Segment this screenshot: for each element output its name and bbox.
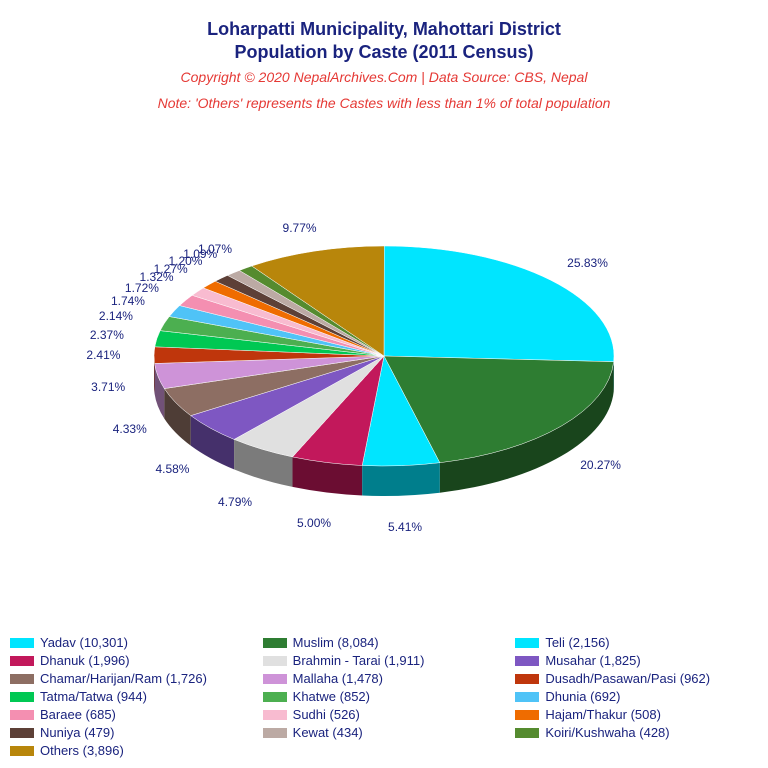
title-line-2: Population by Caste (2011 Census) xyxy=(0,41,768,64)
legend-item: Dusadh/Pasawan/Pasi (962) xyxy=(515,671,758,686)
legend-label: Mallaha (1,478) xyxy=(293,671,383,686)
legend-item: Chamar/Harijan/Ram (1,726) xyxy=(10,671,253,686)
pie-pct-label: 4.58% xyxy=(155,462,189,476)
legend-label: Chamar/Harijan/Ram (1,726) xyxy=(40,671,207,686)
legend-swatch xyxy=(263,656,287,666)
legend-label: Baraee (685) xyxy=(40,707,116,722)
title-block: Loharpatti Municipality, Mahottari Distr… xyxy=(0,0,768,111)
legend-swatch xyxy=(10,728,34,738)
legend-swatch xyxy=(10,638,34,648)
legend-label: Brahmin - Tarai (1,911) xyxy=(293,653,425,668)
title-line-1: Loharpatti Municipality, Mahottari Distr… xyxy=(0,18,768,41)
pie-slice-side xyxy=(362,462,440,495)
pie-pct-label: 5.00% xyxy=(297,516,331,530)
pie-pct-label: 1.07% xyxy=(198,242,232,256)
legend-label: Others (3,896) xyxy=(40,743,124,758)
legend-label: Teli (2,156) xyxy=(545,635,609,650)
legend-label: Sudhi (526) xyxy=(293,707,360,722)
legend-item: Dhanuk (1,996) xyxy=(10,653,253,668)
legend-item: Mallaha (1,478) xyxy=(263,671,506,686)
legend-swatch xyxy=(515,638,539,648)
legend-swatch xyxy=(10,674,34,684)
legend-item: Teli (2,156) xyxy=(515,635,758,650)
legend-swatch xyxy=(263,692,287,702)
pie-pct-label: 4.33% xyxy=(113,422,147,436)
legend-item: Yadav (10,301) xyxy=(10,635,253,650)
pie-pct-label: 4.79% xyxy=(218,495,252,509)
note-line: Note: 'Others' represents the Castes wit… xyxy=(0,95,768,111)
legend-swatch xyxy=(263,638,287,648)
pie-pct-label: 9.77% xyxy=(283,221,317,235)
legend-swatch xyxy=(515,656,539,666)
pie-pct-label: 2.41% xyxy=(86,348,120,362)
legend-item: Others (3,896) xyxy=(10,743,253,758)
legend-swatch xyxy=(515,674,539,684)
pie-pct-label: 2.37% xyxy=(90,328,124,342)
pie-pct-label: 25.83% xyxy=(567,256,608,270)
legend-swatch xyxy=(515,710,539,720)
legend-item: Nuniya (479) xyxy=(10,725,253,740)
pie-chart: 25.83% 20.27% 5.41% 5.00% 4.79% 4.58% 4.33% 3.7… xyxy=(0,131,768,551)
legend-label: Hajam/Thakur (508) xyxy=(545,707,661,722)
legend-label: Kewat (434) xyxy=(293,725,363,740)
legend-label: Dhanuk (1,996) xyxy=(40,653,130,668)
legend-item: Hajam/Thakur (508) xyxy=(515,707,758,722)
legend-item: Baraee (685) xyxy=(10,707,253,722)
legend-item: Kewat (434) xyxy=(263,725,506,740)
legend-label: Khatwe (852) xyxy=(293,689,370,704)
legend-swatch xyxy=(263,710,287,720)
legend-label: Tatma/Tatwa (944) xyxy=(40,689,147,704)
legend-item: Koiri/Kushwaha (428) xyxy=(515,725,758,740)
pie-pct-label: 5.41% xyxy=(388,520,422,534)
legend-swatch xyxy=(10,656,34,666)
legend-swatch xyxy=(10,710,34,720)
legend-label: Musahar (1,825) xyxy=(545,653,640,668)
legend-swatch xyxy=(10,692,34,702)
legend-swatch xyxy=(515,728,539,738)
legend-label: Muslim (8,084) xyxy=(293,635,379,650)
legend-swatch xyxy=(515,692,539,702)
legend-item: Brahmin - Tarai (1,911) xyxy=(263,653,506,668)
legend-swatch xyxy=(263,674,287,684)
copyright-line: Copyright © 2020 NepalArchives.Com | Dat… xyxy=(0,69,768,85)
pie-pct-label: 3.71% xyxy=(91,380,125,394)
pie-pct-label: 20.27% xyxy=(580,458,621,472)
legend-swatch xyxy=(10,746,34,756)
legend-label: Yadav (10,301) xyxy=(40,635,128,650)
legend-swatch xyxy=(263,728,287,738)
legend-item: Khatwe (852) xyxy=(263,689,506,704)
legend-label: Dusadh/Pasawan/Pasi (962) xyxy=(545,671,710,686)
pie-pct-label: 1.74% xyxy=(111,294,145,308)
legend-label: Nuniya (479) xyxy=(40,725,114,740)
legend-item: Dhunia (692) xyxy=(515,689,758,704)
legend-item: Tatma/Tatwa (944) xyxy=(10,689,253,704)
pie-pct-label: 2.14% xyxy=(99,309,133,323)
legend-label: Dhunia (692) xyxy=(545,689,620,704)
legend-item: Musahar (1,825) xyxy=(515,653,758,668)
legend-item: Sudhi (526) xyxy=(263,707,506,722)
legend-label: Koiri/Kushwaha (428) xyxy=(545,725,669,740)
legend-item: Muslim (8,084) xyxy=(263,635,506,650)
legend: Yadav (10,301) Muslim (8,084) Teli (2,156)… xyxy=(10,635,758,758)
